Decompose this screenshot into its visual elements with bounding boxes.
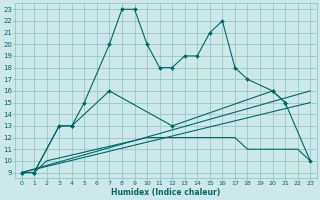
X-axis label: Humidex (Indice chaleur): Humidex (Indice chaleur) <box>111 188 220 197</box>
